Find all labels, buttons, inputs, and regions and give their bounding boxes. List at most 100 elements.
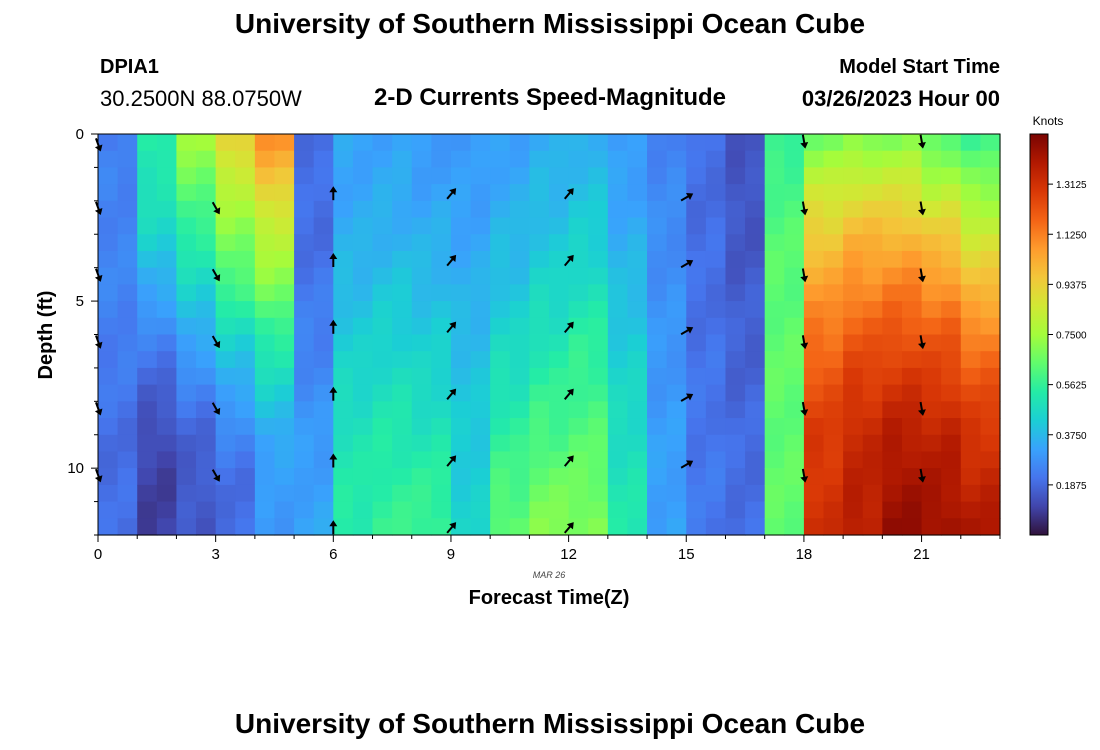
heatmap-cell <box>921 451 942 469</box>
heatmap-cell <box>862 518 883 536</box>
heatmap-cell <box>411 301 432 319</box>
heatmap-cell <box>666 167 687 185</box>
heatmap-cell <box>764 418 785 436</box>
heatmap-cell <box>450 150 472 169</box>
heatmap-cell <box>960 284 981 302</box>
heatmap-cell <box>372 451 393 469</box>
heatmap-cell <box>117 284 138 302</box>
heatmap-cell <box>882 301 903 319</box>
heatmap-cell <box>352 351 374 369</box>
heatmap-cell <box>470 384 491 402</box>
heatmap-cell <box>411 317 432 336</box>
heatmap-cell <box>215 301 236 319</box>
heatmap-cell <box>549 284 570 302</box>
heatmap-cell <box>313 351 334 369</box>
heatmap-cell <box>137 250 158 269</box>
heatmap-cell <box>705 367 727 386</box>
current-arrow <box>563 455 574 467</box>
heatmap-cell <box>490 501 511 519</box>
heatmap-cell <box>921 367 942 386</box>
heatmap-cell <box>607 468 629 486</box>
heatmap-cell <box>725 301 746 319</box>
heatmap-cell <box>784 401 805 419</box>
heatmap-cell <box>254 418 276 436</box>
heatmap-cell <box>196 401 217 419</box>
heatmap-cell <box>294 401 315 419</box>
heatmap-cell <box>274 134 295 152</box>
heatmap-cell <box>568 150 589 169</box>
heatmap-cell <box>274 184 295 202</box>
heatmap-cell <box>372 418 393 436</box>
heatmap-cell <box>764 200 785 219</box>
heatmap-cell <box>921 250 942 269</box>
heatmap-cell <box>666 434 687 453</box>
heatmap-cell <box>333 501 354 519</box>
heatmap-cell <box>901 200 923 219</box>
heatmap-cell <box>745 351 766 369</box>
heatmap-cell <box>372 301 393 319</box>
heatmap-cell <box>843 401 864 419</box>
current-arrow <box>446 254 457 267</box>
heatmap-cell <box>901 367 923 386</box>
heatmap-cell <box>372 351 393 369</box>
heatmap-cell <box>156 284 178 302</box>
heatmap-cell <box>941 284 962 302</box>
heatmap-cell <box>470 284 491 302</box>
heatmap-cell <box>784 167 805 185</box>
heatmap-cell <box>941 234 962 252</box>
heatmap-cell <box>921 284 942 302</box>
heatmap-cell <box>725 267 746 285</box>
heatmap-cell <box>549 484 570 503</box>
heatmap-cell <box>784 150 805 169</box>
current-direction-arrows <box>94 134 926 535</box>
heatmap-cell <box>196 267 217 285</box>
heatmap-cell <box>823 301 844 319</box>
heatmap-cell <box>137 484 158 503</box>
heatmap-cell <box>470 434 491 453</box>
heatmap-cell <box>745 301 766 319</box>
heatmap-cell <box>960 468 981 486</box>
heatmap-cell <box>764 184 785 202</box>
heatmap-cell <box>666 217 687 235</box>
heatmap-cell <box>725 484 746 503</box>
heatmap-cell <box>803 384 825 402</box>
heatmap-cell <box>98 184 119 202</box>
heatmap-cell <box>372 184 393 202</box>
heatmap-cell <box>588 518 609 536</box>
heatmap-cell <box>392 234 413 252</box>
heatmap-cell <box>882 468 903 486</box>
heatmap-cell <box>725 317 746 336</box>
heatmap-cell <box>137 317 158 336</box>
heatmap-cell <box>941 250 962 269</box>
x-tick-label: 0 <box>94 546 102 563</box>
heatmap-cell <box>176 301 197 319</box>
heatmap-cell <box>666 367 687 386</box>
heatmap-cell <box>686 200 707 219</box>
heatmap-cell <box>666 301 687 319</box>
heatmap-cell <box>117 150 138 169</box>
heatmap-cell <box>549 267 570 285</box>
heatmap-cell <box>470 150 491 169</box>
heatmap-cell <box>627 301 648 319</box>
heatmap-cell <box>215 334 236 352</box>
heatmap-cell <box>921 234 942 252</box>
heatmap-cell <box>509 418 530 436</box>
heatmap-cell <box>647 184 668 202</box>
heatmap-cell <box>784 468 805 486</box>
heatmap-cell <box>607 301 629 319</box>
heatmap-cell <box>921 418 942 436</box>
heatmap-cell <box>313 217 334 235</box>
heatmap-cell <box>705 284 727 302</box>
heatmap-cell <box>862 150 883 169</box>
heatmap-cell <box>823 150 844 169</box>
heatmap-cell <box>627 384 648 402</box>
heatmap-cell <box>980 317 1001 336</box>
heatmap-cell <box>882 200 903 219</box>
heatmap-cell <box>686 317 707 336</box>
heatmap-cell <box>980 267 1001 285</box>
heatmap-cell <box>823 484 844 503</box>
heatmap-cell <box>921 134 942 152</box>
heatmap-cell <box>372 200 393 219</box>
heatmap-cell <box>274 317 295 336</box>
heatmap-cell <box>843 217 864 235</box>
